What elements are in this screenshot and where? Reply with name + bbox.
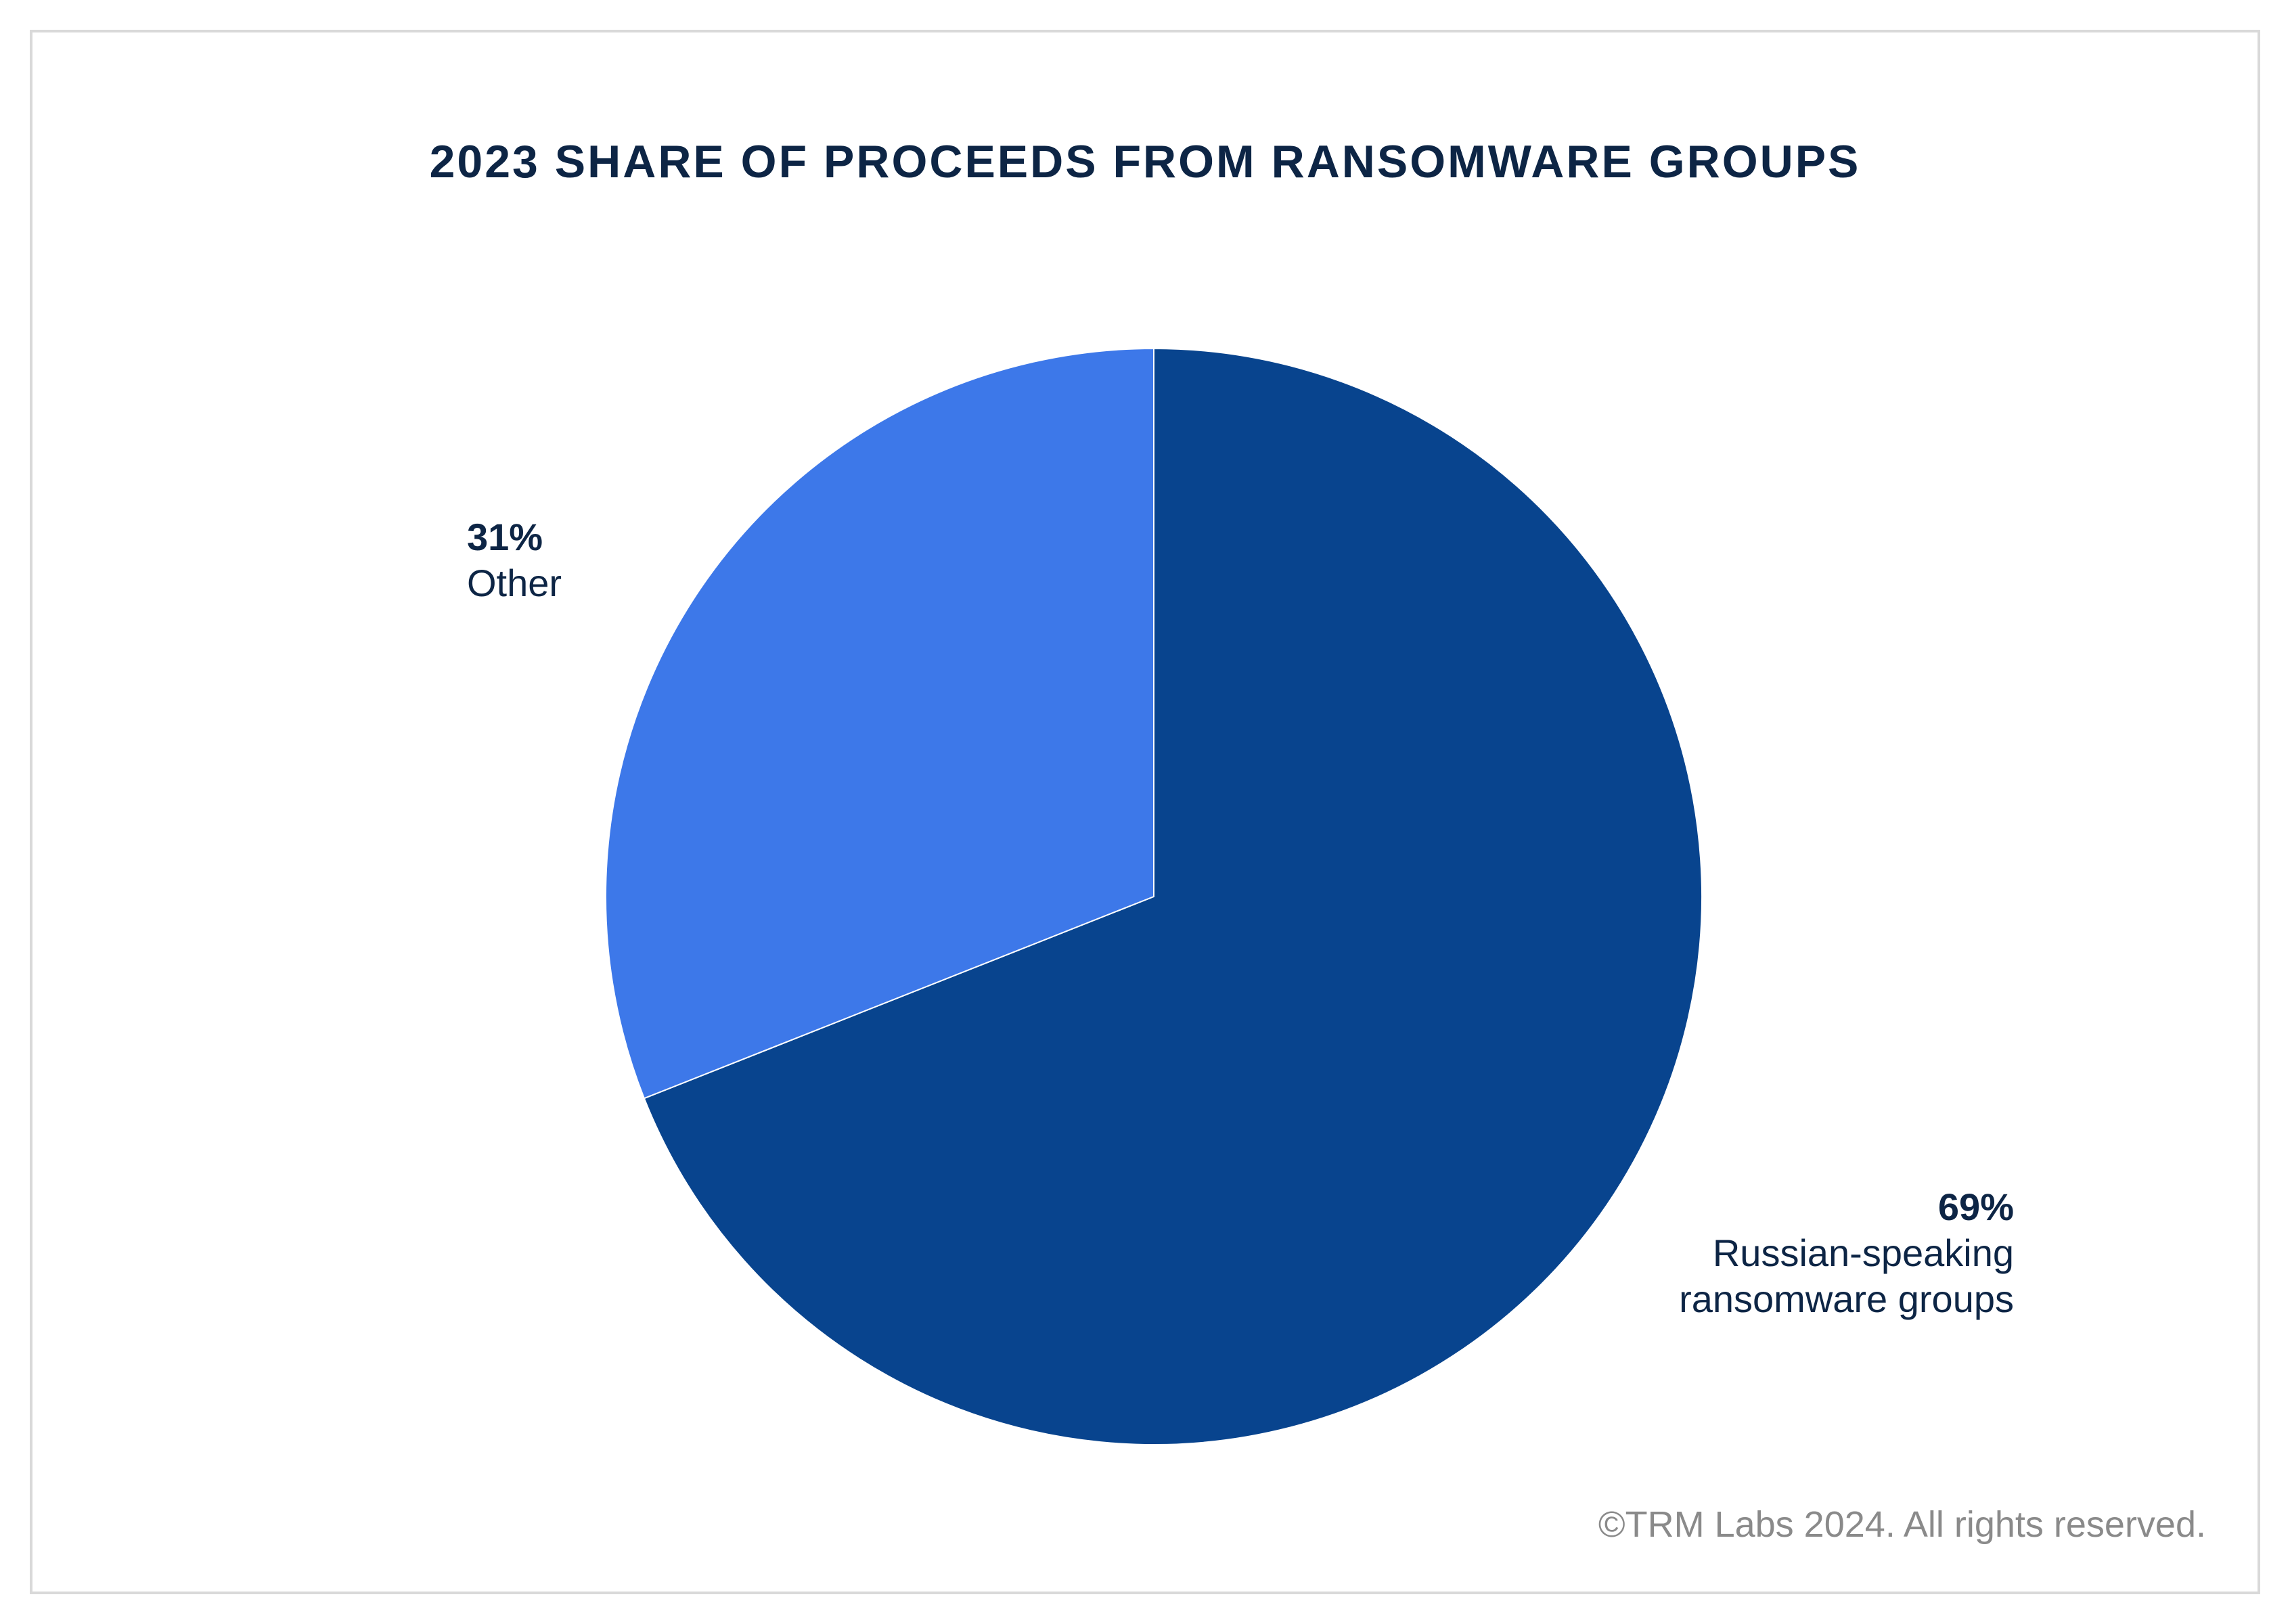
slice-label-other: 31% Other bbox=[467, 514, 562, 606]
chart-title: 2023 SHARE OF PROCEEDS FROM RANSOMWARE G… bbox=[429, 136, 1861, 187]
copyright-notice: ©TRM Labs 2024. All rights reserved. bbox=[1598, 1504, 2206, 1545]
chart-frame bbox=[30, 30, 2260, 1594]
pie-slice-russian-speaking-ransomware-groups bbox=[643, 347, 1703, 1445]
pie-slice-other bbox=[604, 347, 1154, 1100]
slice-label-russian-percent: 69% bbox=[1937, 1186, 2014, 1228]
slice-label-other-name: Other bbox=[467, 562, 562, 604]
slice-label-russian-name: Russian-speaking ransomware groups bbox=[1679, 1232, 2014, 1320]
slice-label-russian: 69% Russian-speaking ransomware groups bbox=[1679, 1184, 2014, 1322]
slice-label-other-percent: 31% bbox=[467, 516, 543, 558]
